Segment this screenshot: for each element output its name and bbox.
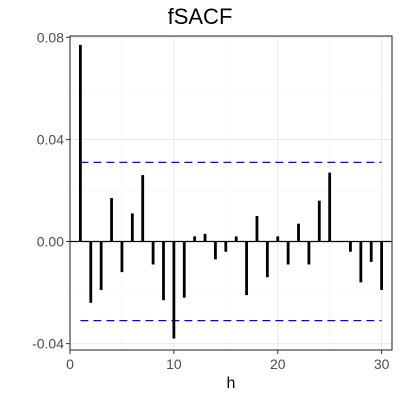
chart-title: fSACF <box>167 4 233 29</box>
panel-border <box>69 35 393 351</box>
x-axis-label: h <box>227 375 236 392</box>
x-tick-label: 20 <box>270 356 286 372</box>
panel-background <box>70 36 392 350</box>
y-tick-label: -0.04 <box>32 336 64 352</box>
y-tick-label: 0.04 <box>37 131 64 147</box>
y-tick-label: 0.00 <box>37 234 64 250</box>
acf-bars <box>78 44 384 339</box>
axes: -0.04 0.00 0.04 0.08 0 10 20 30 <box>32 29 390 372</box>
grid-lines <box>69 36 392 350</box>
confidence-bands <box>80 161 382 322</box>
x-tick-label: 10 <box>166 356 182 372</box>
x-tick-label: 30 <box>374 356 390 372</box>
y-tick-label: 0.08 <box>37 29 64 45</box>
x-tick-label: 0 <box>66 356 74 372</box>
